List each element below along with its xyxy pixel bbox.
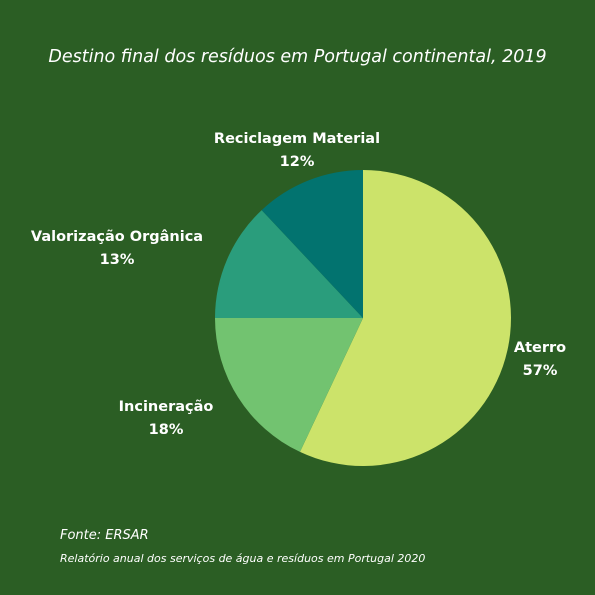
pie-slice-aterro bbox=[299, 170, 511, 466]
slice-label: Aterro bbox=[514, 340, 566, 356]
slice-label: Reciclagem Material bbox=[214, 131, 380, 147]
slice-value-label: 13% bbox=[100, 252, 135, 268]
source-line: Fonte: ERSAR bbox=[60, 528, 149, 543]
slice-label: Incineração bbox=[119, 399, 214, 415]
pie-slice-reciclagem-material bbox=[261, 170, 363, 318]
pie-slices bbox=[215, 170, 511, 466]
pie-slice-incinera-o bbox=[215, 318, 363, 452]
pie-labels: Aterro 57% Incineração 18% Valorização Orgân… bbox=[31, 131, 566, 438]
slice-value-label: 12% bbox=[280, 154, 315, 170]
slice-value-label: 57% bbox=[523, 363, 558, 379]
pie-slice-valoriza-o-org-nica bbox=[215, 210, 363, 318]
slice-value-label: 18% bbox=[149, 422, 184, 438]
source-report-line: Relatório anual dos serviços de água e r… bbox=[60, 552, 426, 565]
chart-title: Destino final dos resíduos em Portugal c… bbox=[48, 47, 547, 67]
slice-label: Valorização Orgânica bbox=[31, 229, 203, 245]
